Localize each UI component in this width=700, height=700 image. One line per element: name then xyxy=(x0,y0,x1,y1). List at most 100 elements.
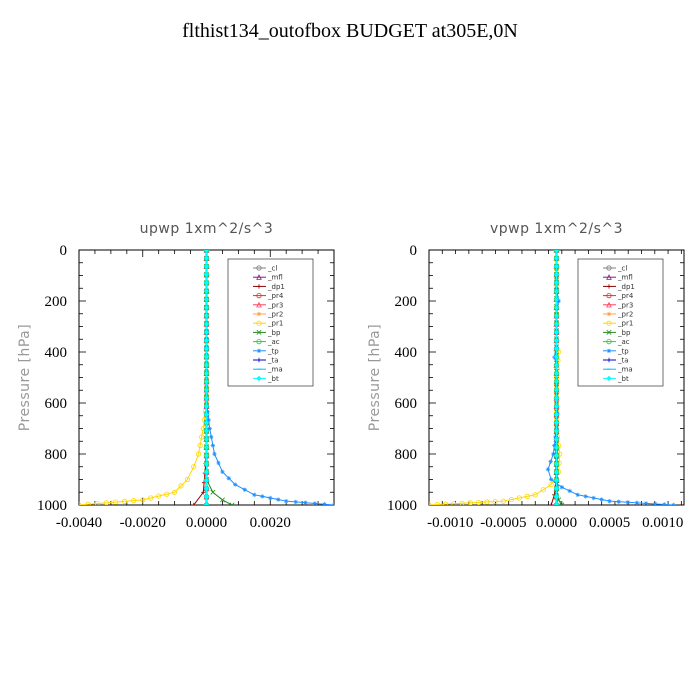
data-point-dp1 xyxy=(201,490,206,495)
chart-subtitle: vpwp 1xm^2/s^3 xyxy=(490,221,623,237)
data-point-bp xyxy=(219,497,225,503)
legend-marker xyxy=(606,292,612,299)
y-axis-label: Pressure [hPa] xyxy=(367,324,383,431)
data-point-bt xyxy=(553,444,560,451)
data-point-bt xyxy=(553,494,560,500)
x-tick-label: -0.0020 xyxy=(120,515,166,531)
data-point-bt xyxy=(203,387,210,393)
x-tick-label: 0.0010 xyxy=(642,515,683,531)
data-point-bt xyxy=(553,346,560,352)
data-point-bt xyxy=(203,469,210,475)
legend-marker xyxy=(256,265,262,271)
data-point-bt xyxy=(203,272,210,278)
data-point-pr1 xyxy=(184,476,190,483)
data-point-tp xyxy=(293,499,298,505)
data-point-tp xyxy=(599,497,604,502)
legend-label-pr2: _pr2 xyxy=(267,311,283,319)
data-point-bt xyxy=(203,288,210,294)
data-point-bt xyxy=(553,296,560,302)
data-point-tp xyxy=(616,499,621,504)
y-tick-label: 0 xyxy=(60,243,68,259)
legend-label-mfl: _mfl xyxy=(617,274,633,282)
data-point-tp xyxy=(662,502,667,505)
data-point-bt xyxy=(203,428,210,434)
legend-marker xyxy=(606,265,612,271)
data-point-tp xyxy=(283,498,289,504)
data-point-pr1 xyxy=(429,502,432,505)
data-point-pr1 xyxy=(199,434,205,440)
data-point-pr1 xyxy=(112,499,119,505)
data-point-bt xyxy=(553,329,560,335)
data-point-tp xyxy=(209,434,214,440)
data-point-bt xyxy=(203,494,210,500)
legend-marker xyxy=(606,311,612,317)
legend-marker xyxy=(606,301,612,308)
data-point-pr1 xyxy=(164,491,170,497)
legend-marker xyxy=(256,274,262,280)
data-point-tp xyxy=(652,501,658,505)
legend-label-pr1: _pr1 xyxy=(267,320,283,328)
y-tick-label: 800 xyxy=(395,447,418,463)
data-point-bt xyxy=(553,395,560,401)
legend-label-pr3: _pr3 xyxy=(617,301,633,309)
data-point-tp xyxy=(625,500,631,505)
data-point-bt xyxy=(553,354,560,360)
data-point-tp xyxy=(206,417,211,423)
legend-label-ac: _ac xyxy=(617,338,630,346)
y-tick-label: 400 xyxy=(45,345,68,361)
data-point-tp xyxy=(276,497,281,502)
legend-marker xyxy=(606,274,612,280)
legend-label-pr4: _pr4 xyxy=(617,292,634,300)
data-point-bp xyxy=(559,502,565,505)
data-point-tp xyxy=(553,434,558,440)
series-line-pr1 xyxy=(79,250,207,505)
data-point-bt xyxy=(203,395,210,401)
data-point-pr1 xyxy=(195,451,202,457)
data-point-bt xyxy=(553,502,560,505)
data-point-tp xyxy=(591,495,596,501)
legend-label-dp1: _dp1 xyxy=(267,283,285,291)
y-tick-label: 1000 xyxy=(37,498,67,514)
data-point-bt xyxy=(203,337,210,344)
data-point-bt xyxy=(203,280,210,286)
data-point-bt xyxy=(203,453,210,459)
y-tick-label: 800 xyxy=(45,447,68,463)
legend-label-pr2: _pr2 xyxy=(617,311,633,319)
data-point-pr1 xyxy=(191,464,197,470)
data-point-tp xyxy=(210,443,216,448)
data-point-tp xyxy=(545,467,551,472)
data-point-pr1 xyxy=(532,492,538,498)
series-bt xyxy=(553,250,560,505)
data-point-bt xyxy=(553,453,560,459)
x-tick-label: 0.0005 xyxy=(589,515,630,531)
data-point-tp xyxy=(216,460,221,466)
series-bt xyxy=(203,250,210,505)
data-point-pr1 xyxy=(484,499,490,505)
legend-label-bp: _bp xyxy=(617,329,631,337)
legend-label-ta: _ta xyxy=(617,357,629,365)
legend-marker xyxy=(256,292,262,299)
data-point-tp xyxy=(567,488,572,494)
data-point-tp xyxy=(634,500,640,505)
data-point-pr1 xyxy=(85,501,91,505)
data-point-bt xyxy=(553,263,560,270)
legend-label-pr3: _pr3 xyxy=(267,301,283,309)
data-point-tp xyxy=(607,498,612,504)
data-point-bp xyxy=(229,502,235,505)
data-point-bt xyxy=(553,403,560,409)
data-point-bt xyxy=(203,321,210,327)
data-point-bt xyxy=(203,354,210,360)
legend-label-bt: _bt xyxy=(267,375,279,383)
data-point-bt xyxy=(553,477,560,483)
data-point-pr1 xyxy=(451,501,457,505)
legend-marker xyxy=(256,329,262,335)
legend-marker xyxy=(256,320,262,326)
y-tick-label: 200 xyxy=(45,294,68,310)
data-point-bt xyxy=(203,420,210,426)
legend-marker xyxy=(606,320,612,326)
x-tick-label: -0.0010 xyxy=(427,515,473,531)
plot-area xyxy=(429,250,676,505)
data-point-bt xyxy=(203,436,210,442)
legend: _cl_mfl_dp1_pr4_pr3_pr2_pr1_bp_ac_tp_ta_… xyxy=(577,258,664,387)
